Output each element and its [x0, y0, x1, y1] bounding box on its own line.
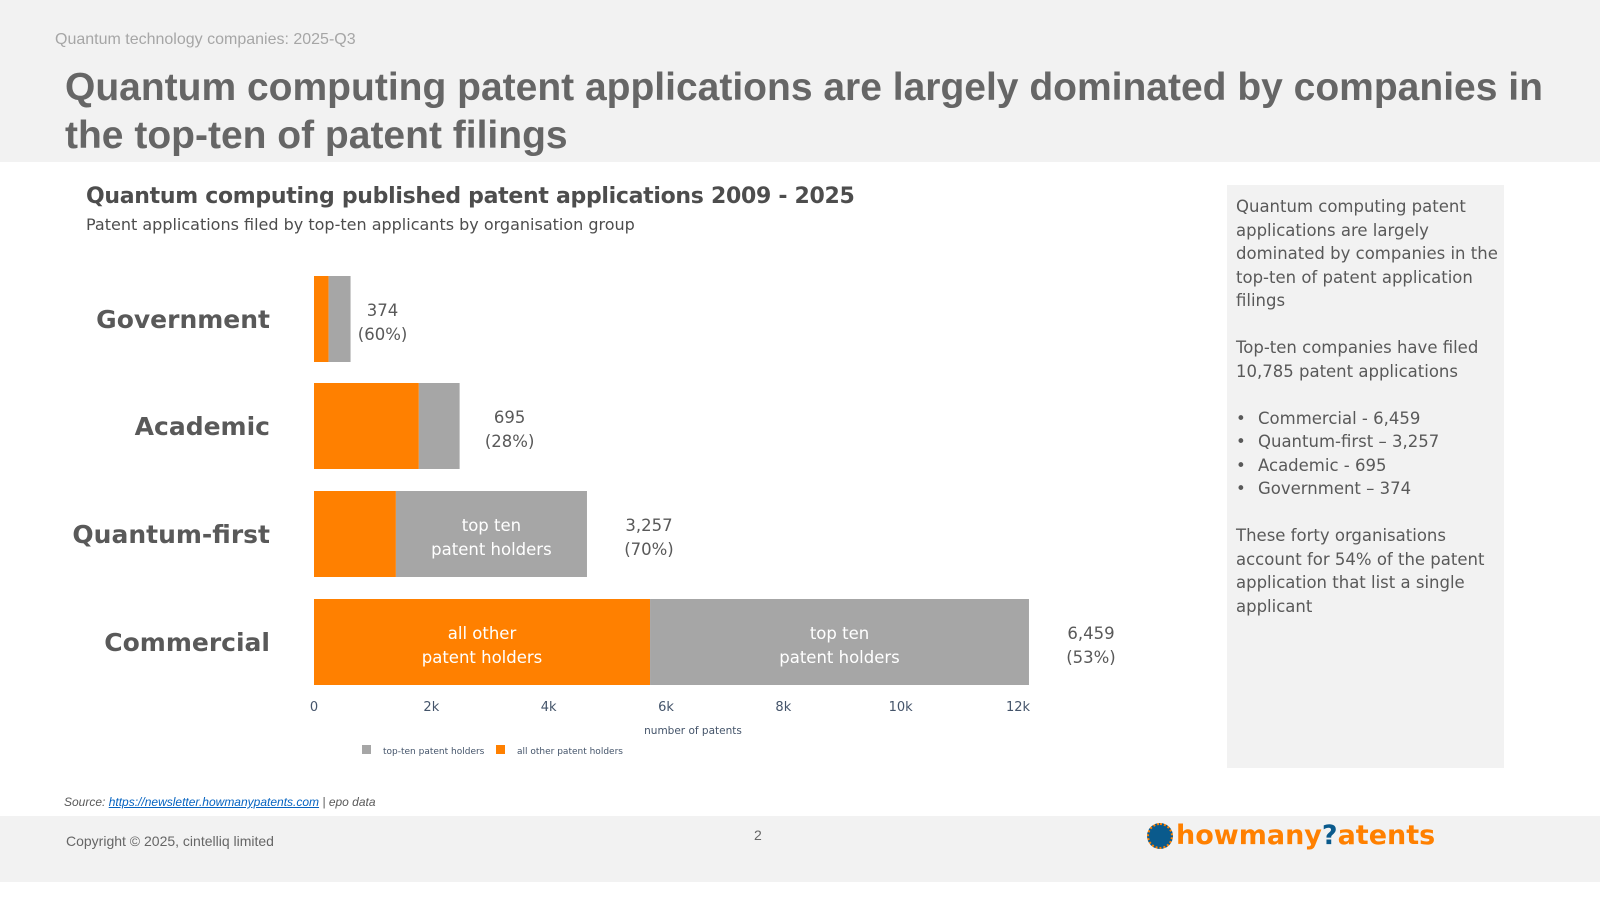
- in-bar-label: patent holders: [431, 540, 552, 559]
- data-label: (70%): [624, 540, 674, 559]
- in-bar-label: patent holders: [422, 648, 543, 667]
- legend-swatch: [496, 745, 505, 754]
- copyright: Copyright © 2025, cintelliq limited: [66, 833, 274, 849]
- in-bar-label: patent holders: [779, 648, 900, 667]
- x-tick-label: 4k: [541, 700, 557, 715]
- list-item: Commercial - 6,459: [1236, 407, 1498, 431]
- x-tick-label: 2k: [423, 700, 439, 715]
- bar-segment: [314, 491, 396, 577]
- bar-chart: Government 374 (60%) Academic 695 (28%) Quantu…: [0, 0, 1200, 780]
- category-label: Academic: [135, 412, 270, 441]
- in-bar-label: all other: [448, 624, 517, 643]
- x-axis-label: number of patents: [644, 725, 742, 737]
- summary-text: Quantum computing patent applications ar…: [1236, 195, 1498, 642]
- summary-p3: These forty organisations account for 54…: [1236, 524, 1498, 618]
- category-label: Quantum-first: [72, 520, 270, 549]
- data-label: (28%): [485, 432, 535, 451]
- source-note: Source: https://newsletter.howmanypatent…: [64, 795, 376, 809]
- x-tick-label: 12k: [1006, 700, 1031, 715]
- globe-icon: [1147, 823, 1173, 849]
- howmanypatents-logo: howmany?atents: [1147, 820, 1435, 851]
- data-label: 3,257: [625, 516, 672, 535]
- list-item: Academic - 695: [1236, 454, 1498, 478]
- data-label: 6,459: [1067, 624, 1114, 643]
- bar-segment: [419, 383, 460, 469]
- x-tick-label: 10k: [889, 700, 914, 715]
- data-label: (53%): [1066, 648, 1116, 667]
- bar-segment: [314, 276, 329, 362]
- summary-p2: Top-ten companies have filed 10,785 pate…: [1236, 336, 1498, 383]
- category-label: Government: [96, 305, 270, 334]
- legend-label: all other patent holders: [517, 747, 623, 757]
- in-bar-label: top ten: [810, 624, 869, 643]
- data-label: (60%): [358, 325, 408, 344]
- list-item: Government – 374: [1236, 477, 1498, 501]
- x-tick-label: 6k: [658, 700, 674, 715]
- bar-segment: [314, 383, 419, 469]
- list-item: Quantum-first – 3,257: [1236, 430, 1498, 454]
- data-label: 374: [367, 301, 399, 320]
- x-tick-label: 8k: [775, 700, 791, 715]
- summary-p1: Quantum computing patent applications ar…: [1236, 195, 1498, 313]
- category-label: Commercial: [104, 628, 270, 657]
- x-tick-label: 0: [310, 700, 318, 715]
- page-number: 2: [754, 827, 762, 843]
- source-link[interactable]: https://newsletter.howmanypatents.com: [109, 795, 319, 809]
- in-bar-label: top ten: [462, 516, 521, 535]
- bar-segment: [329, 276, 351, 362]
- data-label: 695: [494, 408, 526, 427]
- legend-swatch: [362, 745, 371, 754]
- summary-list: Commercial - 6,459 Quantum-first – 3,257…: [1236, 407, 1498, 501]
- legend-label: top-ten patent holders: [383, 747, 485, 757]
